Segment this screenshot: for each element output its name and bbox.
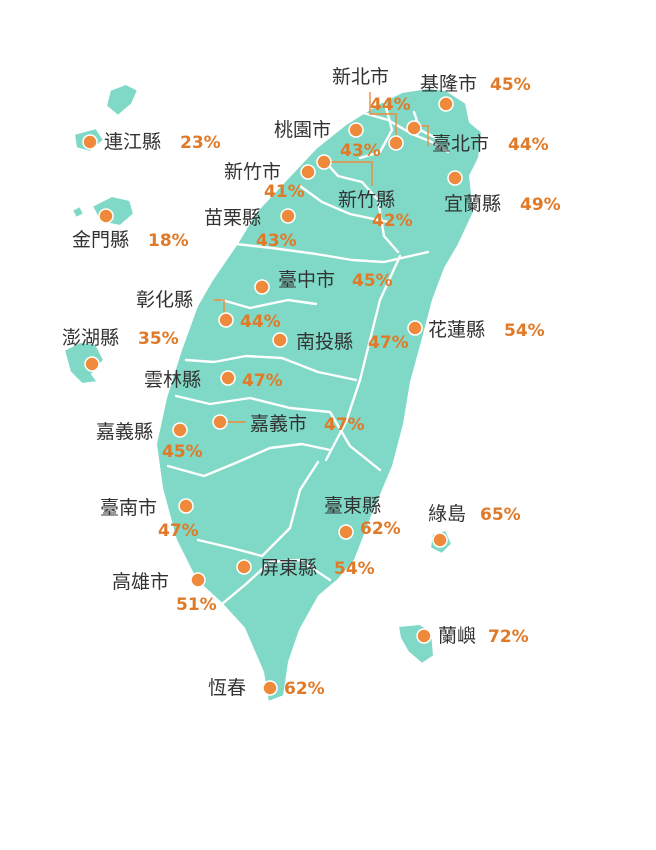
lienchiang-name-label: 連江縣 <box>104 131 161 153</box>
xinbei-percent-label: 44% <box>370 95 411 115</box>
taitung-percent-label: 62% <box>360 519 401 539</box>
lienchiang-marker[interactable] <box>82 134 98 150</box>
yilan-marker[interactable] <box>447 170 463 186</box>
taipei-marker[interactable] <box>406 120 422 136</box>
green-island-percent-label: 65% <box>480 505 521 525</box>
kaohsiung-name-label: 高雄市 <box>112 571 169 593</box>
taipei-percent-label: 44% <box>508 135 549 155</box>
miaoli-percent-label: 43% <box>256 231 297 251</box>
keelung-percent-label: 45% <box>490 75 531 95</box>
pingtung-percent-label: 54% <box>334 559 375 579</box>
hsinchu-county-marker[interactable] <box>316 154 332 170</box>
kinmen-name-label: 金門縣 <box>72 229 129 251</box>
pingtung-name-label: 屏東縣 <box>260 557 317 579</box>
hsinchu-county-percent-label: 42% <box>372 211 413 231</box>
lienchiang-island-north <box>105 83 139 117</box>
kaohsiung-marker[interactable] <box>190 572 206 588</box>
nantou-name-label: 南投縣 <box>296 331 353 353</box>
taipei-name-label: 臺北市 <box>432 133 489 155</box>
changhua-name-label: 彰化縣 <box>136 289 193 311</box>
hengchun-name-label: 恆春 <box>208 677 246 699</box>
chiayi-city-name-label: 嘉義市 <box>250 413 307 435</box>
yunlin-percent-label: 47% <box>242 371 283 391</box>
nantou-marker[interactable] <box>272 332 288 348</box>
nantou-percent-label: 47% <box>368 333 409 353</box>
orchid-island-percent-label: 72% <box>488 627 529 647</box>
penghu-island <box>63 341 105 385</box>
green-island-name-label: 綠島 <box>428 503 466 525</box>
penghu-marker[interactable] <box>84 356 100 372</box>
tainan-percent-label: 47% <box>158 521 199 541</box>
xinbei-name-label: 新北市 <box>332 66 389 88</box>
pingtung-marker[interactable] <box>236 559 252 575</box>
lienchiang-percent-label: 23% <box>180 133 221 153</box>
orchid-island-name-label: 蘭嶼 <box>438 625 476 647</box>
tainan-name-label: 臺南市 <box>100 497 157 519</box>
chiayi-city-percent-label: 47% <box>324 415 365 435</box>
green-island-marker[interactable] <box>432 532 448 548</box>
miaoli-marker[interactable] <box>280 208 296 224</box>
tainan-marker[interactable] <box>178 498 194 514</box>
hengchun-marker[interactable] <box>262 680 278 696</box>
yunlin-name-label: 雲林縣 <box>144 369 201 391</box>
taitung-name-label: 臺東縣 <box>324 495 381 517</box>
kaohsiung-percent-label: 51% <box>176 595 217 615</box>
chiayi-county-marker[interactable] <box>172 422 188 438</box>
hengchun-percent-label: 62% <box>284 679 325 699</box>
hsinchu-city-name-label: 新竹市 <box>224 161 281 183</box>
kinmen-islet <box>71 205 85 219</box>
penghu-percent-label: 35% <box>138 329 179 349</box>
changhua-percent-label: 44% <box>240 312 281 332</box>
taichung-percent-label: 45% <box>352 271 393 291</box>
hsinchu-city-percent-label: 41% <box>264 182 305 202</box>
hsinchu-city-marker[interactable] <box>300 164 316 180</box>
chiayi-county-name-label: 嘉義縣 <box>96 421 153 443</box>
taoyuan-marker[interactable] <box>348 122 364 138</box>
orchid-island-marker[interactable] <box>416 628 432 644</box>
keelung-marker[interactable] <box>438 96 454 112</box>
taichung-name-label: 臺中市 <box>278 269 335 291</box>
kinmen-percent-label: 18% <box>148 231 189 251</box>
kinmen-marker[interactable] <box>98 208 114 224</box>
taichung-marker[interactable] <box>254 279 270 295</box>
penghu-name-label: 澎湖縣 <box>62 327 119 349</box>
taoyuan-percent-label: 43% <box>340 141 381 161</box>
yilan-name-label: 宜蘭縣 <box>444 193 501 215</box>
taitung-marker[interactable] <box>338 524 354 540</box>
kinmen-island <box>91 195 135 227</box>
chiayi-city-marker[interactable] <box>212 414 228 430</box>
hualien-marker[interactable] <box>407 320 423 336</box>
chiayi-county-percent-label: 45% <box>162 442 203 462</box>
hualien-percent-label: 54% <box>504 321 545 341</box>
taoyuan-name-label: 桃園市 <box>274 119 331 141</box>
yilan-percent-label: 49% <box>520 195 561 215</box>
keelung-name-label: 基隆市 <box>420 73 477 95</box>
xinbei-marker[interactable] <box>388 135 404 151</box>
miaoli-name-label: 苗栗縣 <box>204 207 261 229</box>
yunlin-marker[interactable] <box>220 370 236 386</box>
changhua-marker[interactable] <box>218 312 234 328</box>
hualien-name-label: 花蓮縣 <box>428 319 485 341</box>
hsinchu-county-name-label: 新竹縣 <box>338 189 395 211</box>
